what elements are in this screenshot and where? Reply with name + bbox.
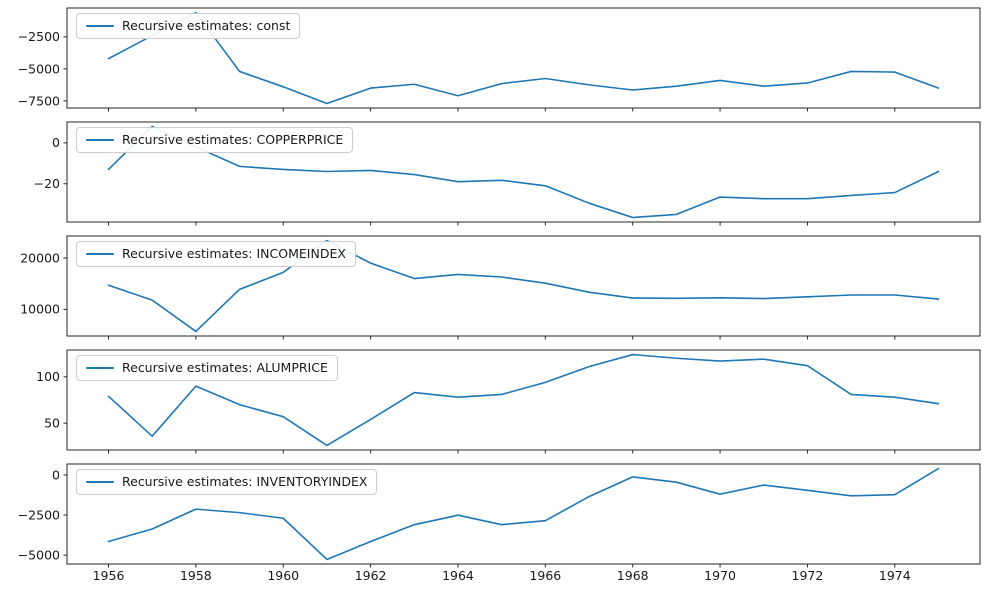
- x-tick-label: 1958: [180, 568, 212, 583]
- y-tick-label: 10000: [20, 302, 60, 317]
- legend-copperprice: Recursive estimates: COPPERPRICE: [76, 127, 354, 153]
- legend-line-sample: [86, 480, 114, 484]
- axes-frame: [66, 463, 981, 565]
- axes-frame: [66, 121, 981, 223]
- y-tick-label: 0: [52, 467, 60, 482]
- y-tick-label: −2500: [18, 507, 60, 522]
- series-line: [107, 11, 940, 105]
- legend-const: Recursive estimates: const: [76, 13, 301, 39]
- subplot-INVENTORYINDEX: 0 −2500 −5000 1956 1958 1960 1962 1964 1966 1968 1…: [18, 463, 981, 583]
- legend-alumprice: Recursive estimates: ALUMPRICE: [76, 355, 338, 381]
- y-tick-label: −5000: [18, 61, 60, 76]
- subplot-INCOMEINDEX: 20000 10000: [20, 235, 981, 340]
- x-tick-label: 1966: [529, 568, 561, 583]
- y-tick-label: −20: [34, 176, 60, 191]
- legend-line-sample: [86, 24, 114, 28]
- y-tick-label: −7500: [18, 93, 60, 108]
- x-tick-label: 1970: [704, 568, 736, 583]
- x-tick-label: 1968: [617, 568, 649, 583]
- x-tick-label: 1974: [879, 568, 911, 583]
- y-tick-label: 100: [36, 369, 60, 384]
- subplot-COPPERPRICE: 0 −20: [34, 121, 981, 226]
- axes-frame: [66, 235, 981, 337]
- legend-label: Recursive estimates: INVENTORYINDEX: [122, 474, 368, 489]
- axes-frame: [66, 349, 981, 451]
- series-line: [107, 467, 940, 561]
- legend-label: Recursive estimates: ALUMPRICE: [122, 360, 328, 375]
- y-tick-label: 50: [44, 416, 60, 431]
- legend-incomeindex: Recursive estimates: INCOMEINDEX: [76, 241, 356, 267]
- legend-inventoryindex: Recursive estimates: INVENTORYINDEX: [76, 469, 378, 495]
- y-tick-label: 0: [52, 135, 60, 150]
- axes-frame: [66, 7, 981, 109]
- legend-line-sample: [86, 366, 114, 370]
- legend-label: Recursive estimates: const: [122, 18, 291, 33]
- series-line: [107, 353, 940, 447]
- legend-line-sample: [86, 252, 114, 256]
- subplot-ALUMPRICE: 100 50: [36, 349, 981, 454]
- x-tick-label: 1960: [267, 568, 299, 583]
- x-tick-label: 1962: [355, 568, 387, 583]
- legend-label: Recursive estimates: COPPERPRICE: [122, 132, 344, 147]
- subplot-const: −2500 −5000 −7500: [18, 7, 981, 112]
- series-line: [107, 125, 940, 219]
- legend-label: Recursive estimates: INCOMEINDEX: [122, 246, 346, 261]
- x-tick-label: 1972: [792, 568, 824, 583]
- series-line: [107, 239, 940, 333]
- x-tick-label: 1956: [93, 568, 125, 583]
- y-tick-label: −5000: [18, 548, 60, 563]
- x-tick-label: 1964: [442, 568, 474, 583]
- y-tick-label: −2500: [18, 29, 60, 44]
- y-tick-label: 20000: [20, 250, 60, 265]
- legend-line-sample: [86, 138, 114, 142]
